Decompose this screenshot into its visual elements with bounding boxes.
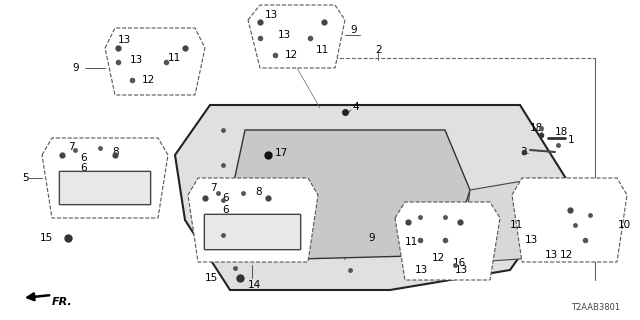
Polygon shape [512, 178, 627, 262]
FancyBboxPatch shape [204, 214, 301, 250]
Text: 16: 16 [453, 258, 467, 268]
Text: 13: 13 [455, 265, 468, 275]
Text: 12: 12 [142, 75, 156, 85]
Polygon shape [230, 130, 470, 260]
Text: 10: 10 [618, 220, 631, 230]
Polygon shape [105, 28, 205, 95]
Text: 13: 13 [525, 235, 538, 245]
Polygon shape [465, 178, 545, 262]
Text: 6: 6 [80, 163, 86, 173]
Text: 7: 7 [68, 142, 75, 152]
Text: 15: 15 [40, 233, 53, 243]
Text: 3: 3 [520, 147, 527, 157]
Text: 9: 9 [72, 63, 79, 73]
Text: 17: 17 [275, 148, 288, 158]
Polygon shape [175, 105, 570, 290]
Text: 13: 13 [130, 55, 143, 65]
Text: FR.: FR. [52, 297, 73, 307]
Text: 18: 18 [530, 123, 543, 133]
Polygon shape [248, 5, 345, 68]
Text: T2AAB3801: T2AAB3801 [571, 303, 620, 312]
Polygon shape [188, 178, 318, 262]
Text: 8: 8 [112, 147, 118, 157]
Text: 11: 11 [168, 53, 181, 63]
Text: 14: 14 [248, 280, 261, 290]
Polygon shape [42, 138, 168, 218]
Text: 7: 7 [210, 183, 216, 193]
Text: 9: 9 [350, 25, 356, 35]
Text: 13: 13 [265, 10, 278, 20]
Polygon shape [395, 202, 500, 280]
Text: 5: 5 [22, 173, 29, 183]
Text: 6: 6 [222, 193, 228, 203]
Text: 18: 18 [555, 127, 568, 137]
Text: 6: 6 [222, 205, 228, 215]
Text: 6: 6 [80, 153, 86, 163]
Text: 11: 11 [405, 237, 419, 247]
Text: 13: 13 [118, 35, 131, 45]
Text: 13: 13 [278, 30, 291, 40]
Text: 13: 13 [545, 250, 558, 260]
Text: 11: 11 [510, 220, 524, 230]
Text: 12: 12 [285, 50, 298, 60]
FancyBboxPatch shape [60, 172, 150, 205]
Text: 11: 11 [316, 45, 329, 55]
Text: 9: 9 [368, 233, 374, 243]
Text: 1: 1 [568, 135, 575, 145]
Text: 13: 13 [415, 265, 428, 275]
Text: 2: 2 [375, 45, 381, 55]
Text: 15: 15 [205, 273, 218, 283]
Text: 4: 4 [352, 102, 358, 112]
Text: 12: 12 [560, 250, 573, 260]
Text: 8: 8 [255, 187, 262, 197]
Text: 12: 12 [432, 253, 445, 263]
